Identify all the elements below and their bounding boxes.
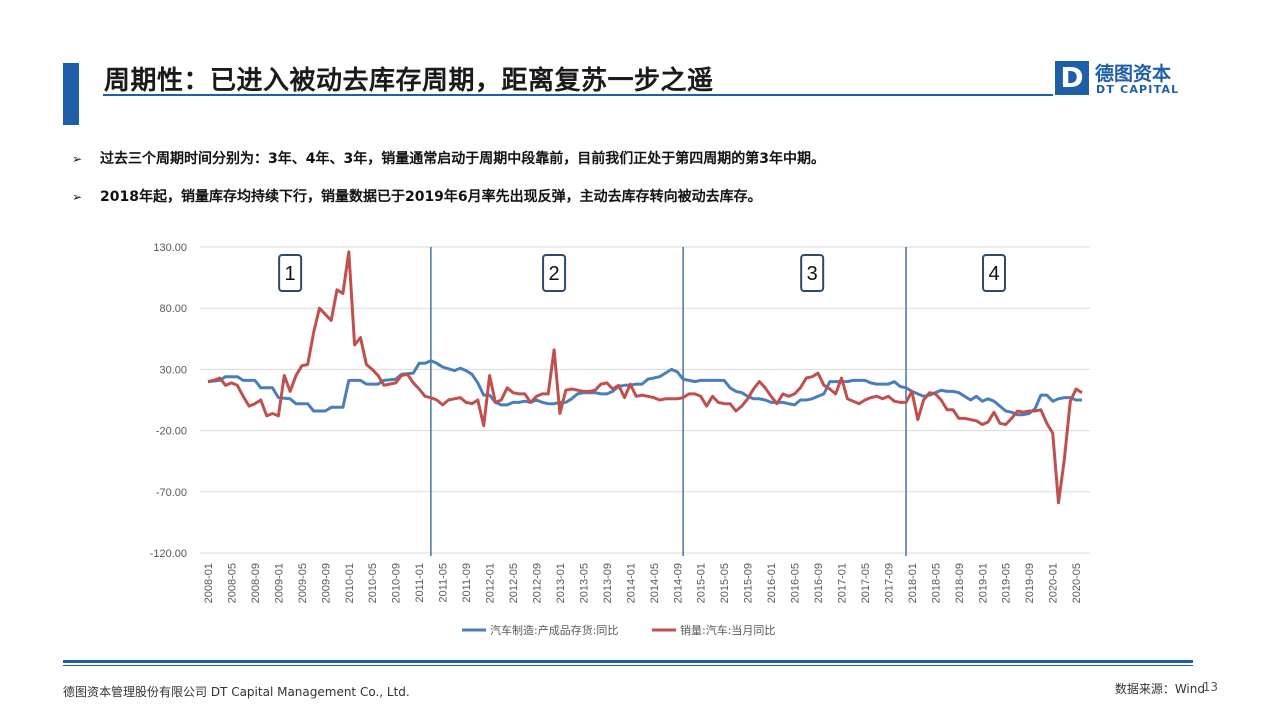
x-tick-label: 2014-09 [672,563,684,603]
x-tick-label: 2009-05 [297,563,309,603]
bullet-arrow-icon: ➢ [72,190,83,204]
series-line-1 [207,359,1082,417]
x-tick-label: 2011-09 [461,563,473,603]
y-tick-label: 130.00 [153,242,187,254]
x-tick-label: 2020-05 [1071,563,1083,603]
bullet-text-2: 2018年起，销量库存均持续下行，销量数据已于2019年6月率先出现反弹，主动去… [100,189,762,205]
x-tick-label: 2012-09 [531,563,543,603]
y-tick-label: -120.00 [150,548,187,560]
x-tick-label: 2015-05 [719,563,731,603]
y-tick-label: 30.00 [159,364,187,376]
x-tick-label: 2014-01 [625,563,637,603]
x-tick-label: 2010-01 [344,563,356,603]
x-tick-label: 2008-09 [250,563,262,603]
x-tick-label: 2013-01 [555,563,567,603]
x-tick-label: 2018-01 [907,563,919,603]
line-chart: 130.00 80.00 30.00 -20.00 -70.00 -120.00 2008-… [150,242,1090,637]
y-tick-label: -70.00 [156,487,187,499]
page-title: 周期性：已进入被动去库存周期，距离复苏一步之遥 [104,66,714,96]
bullet-arrow-icon: ➢ [72,152,83,166]
x-tick-label: 2010-05 [367,563,379,603]
cycle-label: 4 [988,263,999,285]
title-accent-bar [63,63,79,125]
legend-label: 汽车制造:产成品存货:同比 [490,623,618,637]
x-tick-label: 2019-05 [1001,563,1013,603]
y-tick-label: 80.00 [159,303,187,315]
x-tick-label: 2018-05 [930,563,942,603]
bullet-item-1: ➢ 过去三个周期时间分别为：3年、4年、3年，销量通常启动于周期中段靠前，目前我们… [72,148,825,168]
x-tick-label: 2013-05 [578,563,590,603]
x-tick-label: 2015-09 [743,563,755,603]
cycle-label-box [800,254,825,292]
logo-chinese-name: 德图资本 [1095,63,1172,85]
cycle-label-box [278,254,303,292]
x-tick-label: 2009-01 [273,563,285,603]
legend-label: 销量:汽车:当月同比 [680,623,775,637]
x-tick-label: 2019-01 [977,563,989,603]
company-logo: D 德图资本 DT CAPITAL [1055,61,1185,97]
x-tick-label: 2010-09 [391,563,403,603]
x-tick-label: 2016-01 [766,563,778,603]
x-tick-label: 2011-05 [438,563,450,603]
x-tick-label: 2016-09 [813,563,825,603]
footer-divider-thin [63,665,1193,666]
x-tick-label: 2011-01 [414,563,426,603]
title-underline [103,94,1053,96]
x-tick-label: 2008-01 [203,563,215,603]
x-tick-label: 2017-09 [883,563,895,603]
x-tick-label: 2020-01 [1048,563,1060,603]
series-line-2 [207,250,1083,505]
x-tick-label: 2012-01 [485,563,497,603]
x-tick-label: 2019-09 [1024,563,1036,603]
x-tick-label: 2018-09 [954,563,966,603]
logo-english-name: DT CAPITAL [1096,83,1180,96]
logo-mark: D [1055,61,1089,95]
cycle-label: 2 [549,263,560,285]
cycle-label: 1 [285,263,296,285]
cycle-label: 3 [807,263,818,285]
x-tick-label: 2013-09 [602,563,614,603]
x-tick-label: 2012-05 [508,563,520,603]
cycle-label-box [982,254,1007,292]
x-tick-label: 2017-01 [837,563,849,603]
y-tick-label: -20.00 [156,426,187,438]
bullet-text-1: 过去三个周期时间分别为：3年、4年、3年，销量通常启动于周期中段靠前，目前我们正… [100,151,825,167]
bullet-item-2: ➢ 2018年起，销量库存均持续下行，销量数据已于2019年6月率先出现反弹，主动… [72,186,762,206]
footer-source: 数据来源：Wind [1114,682,1205,696]
x-tick-label: 2017-05 [860,563,872,603]
x-tick-label: 2016-05 [790,563,802,603]
x-tick-label: 2014-05 [649,563,661,603]
footer-divider [63,660,1193,663]
x-tick-label: 2009-09 [320,563,332,603]
cycle-label-box [542,254,567,292]
x-tick-label: 2015-01 [696,563,708,603]
page-number: 13 [1202,680,1218,694]
footer-company: 德图资本管理股份有限公司 DT Capital Management Co., … [63,685,410,699]
x-tick-label: 2008-05 [226,563,238,603]
